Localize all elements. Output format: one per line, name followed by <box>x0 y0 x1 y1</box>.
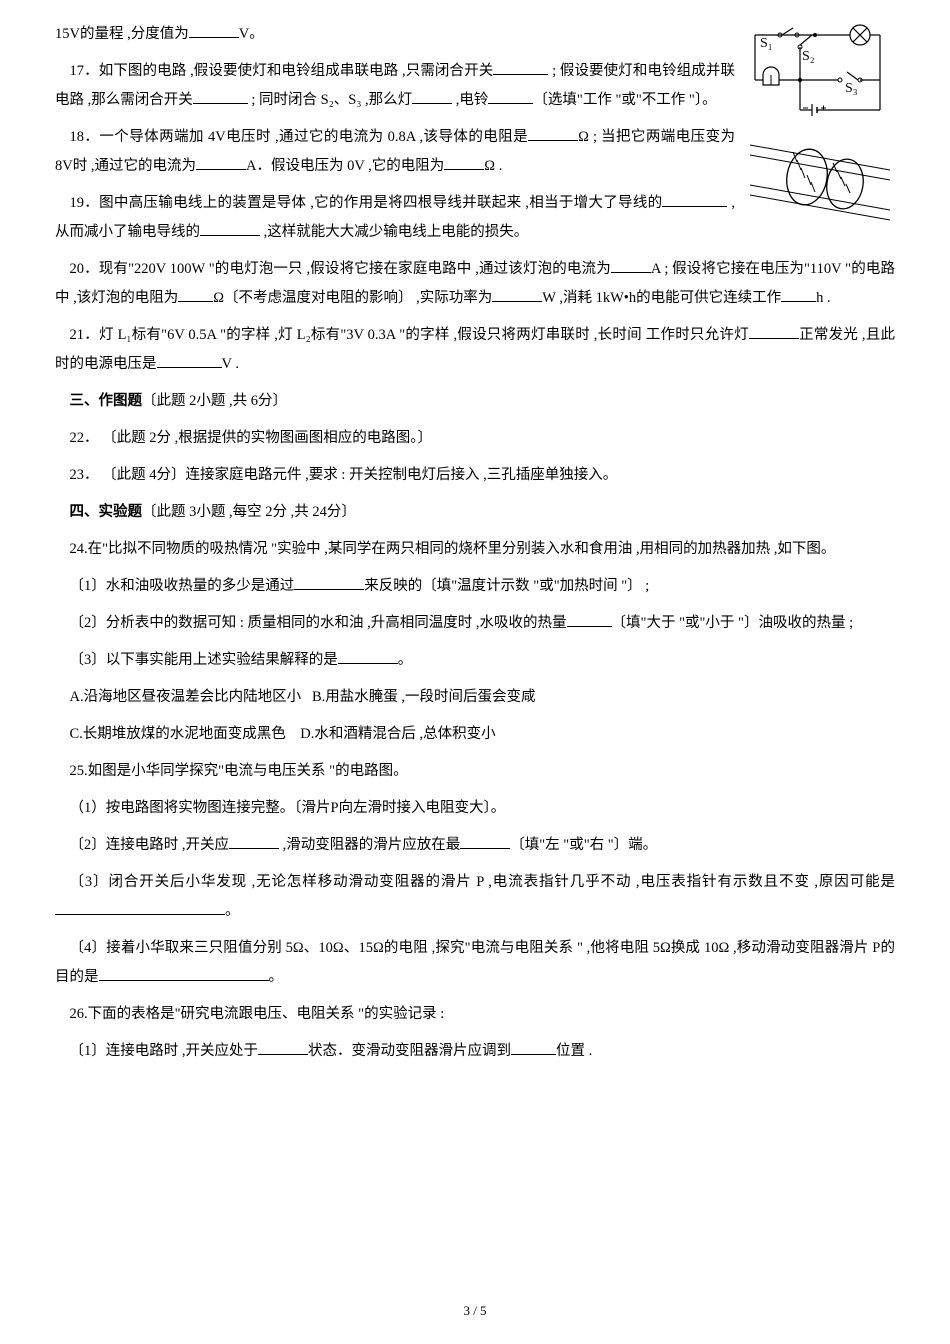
q24-sub3: 〔3〕以下事实能用上述实验结果解释的是。 <box>55 646 895 675</box>
circuit-diagram: S₃ S₂ S₁ <box>745 20 890 125</box>
page-number: 3 / 5 <box>0 1298 950 1324</box>
q25-sub4: 〔4〕接着小华取来三只阻值分别 5Ω、10Ω、15Ω的电阻 ,探究"电流与电阻关… <box>55 934 895 992</box>
q25-sub2: 〔2〕连接电路时 ,开关应 ,滑动变阻器的滑片应放在最〔填"左 "或"右 "〕端… <box>55 831 895 860</box>
q24-sub1: 〔1〕水和油吸收热量的多少是通过来反映的〔填"温度计示数 "或"加热时间 "〕 … <box>55 572 895 601</box>
svg-text:S₂: S₂ <box>802 49 815 64</box>
q21: 21．灯 L₁标有"6V 0.5A "的字样 ,灯 L₂标有"3V 0.3A "… <box>55 321 895 379</box>
section4-header: 四、实验题〔此题 3小题 ,每空 2分 ,共 24分〕 <box>55 498 895 527</box>
section3-header: 三、作图题〔此题 2小题 ,共 6分〕 <box>55 387 895 416</box>
q20: 20．现有"220V 100W "的电灯泡一只 ,假设将它接在家庭电路中 ,通过… <box>55 255 895 313</box>
q24-options-cd: C.长期堆放煤的水泥地面变成黑色 D.水和酒精混合后 ,总体积变小 <box>55 720 895 749</box>
q26-sub1: 〔1〕连接电路时 ,开关应处于状态．变滑动变阻器滑片应调到位置 . <box>55 1037 895 1066</box>
q22: 22． 〔此题 2分 ,根据提供的实物图画图相应的电路图。〕 <box>55 424 895 453</box>
diagrams-container: S₃ S₂ S₁ <box>745 20 895 230</box>
power-line-diagram <box>745 130 890 230</box>
q25-sub3: 〔3〕闭合开关后小华发现 ,无论怎样移动滑动变阻器的滑片 P ,电流表指针几乎不… <box>55 868 895 926</box>
q23: 23． 〔此题 4分〕连接家庭电路元件 ,要求 : 开关控制电灯后接入 ,三孔插… <box>55 461 895 490</box>
q25-sub1: （1）按电路图将实物图连接完整。〔滑片P向左滑时接入电阻变大〕。 <box>55 794 895 823</box>
q24-options-ab: A.沿海地区昼夜温差会比内陆地区小 B.用盐水腌蛋 ,一段时间后蛋会变咸 <box>55 683 895 712</box>
svg-text:S₃: S₃ <box>845 81 858 96</box>
svg-text:S₁: S₁ <box>760 36 773 51</box>
q26-intro: 26.下面的表格是"研究电流跟电压、电阻关系 "的实验记录 : <box>55 1000 895 1029</box>
q24-sub2: 〔2〕分析表中的数据可知 : 质量相同的水和油 ,升高相同温度时 ,水吸收的热量… <box>55 609 895 638</box>
document-content: S₃ S₂ S₁ <box>55 20 895 1066</box>
q25-intro: 25.如图是小华同学探究"电流与电压关系 "的电路图。 <box>55 757 895 786</box>
q24-intro: 24.在"比拟不同物质的吸热情况 "实验中 ,某同学在两只相同的烧杯里分别装入水… <box>55 535 895 564</box>
